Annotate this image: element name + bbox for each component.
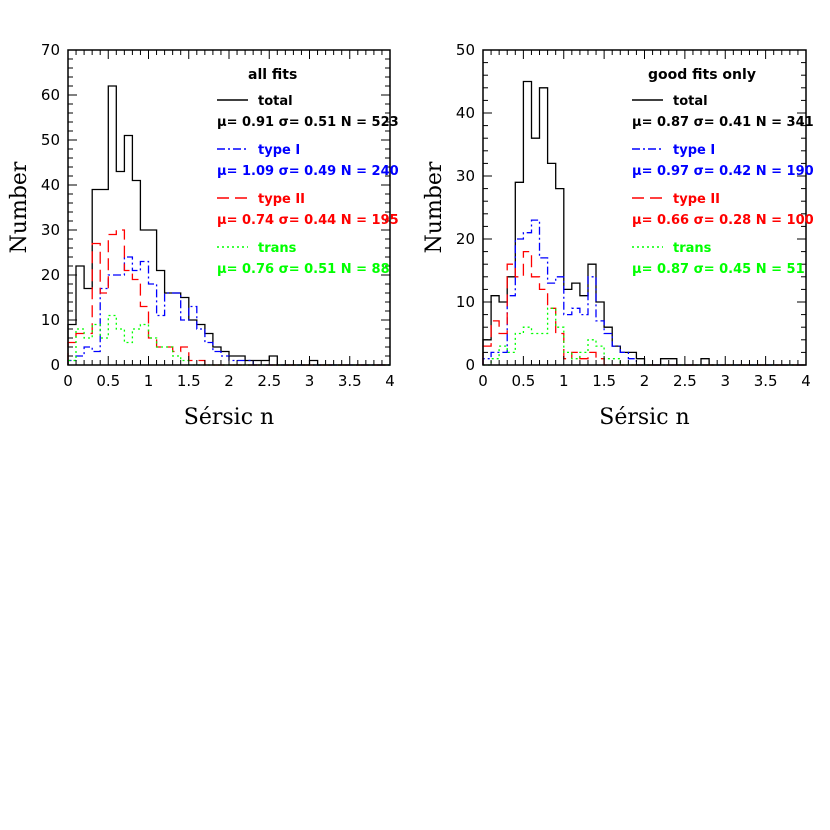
histogram-trans-line (67, 314, 390, 366)
x-tick-label: 3.5 (754, 372, 778, 390)
y-tick-label: 20 (456, 230, 475, 248)
x-tick-label: 2 (224, 372, 234, 390)
legend-label-type2: type II (258, 192, 305, 207)
x-tick-label: 4 (385, 372, 395, 390)
y-tick-label: 30 (456, 167, 475, 185)
legend-label-trans: trans (673, 241, 712, 256)
legend-label-type1: type I (673, 143, 715, 158)
y-tick-label: 50 (456, 41, 475, 59)
legend-label-type2: type II (673, 192, 720, 207)
y-tick-label: 40 (456, 104, 475, 122)
histogram-type2-line (67, 229, 390, 366)
x-tick-label: 2.5 (257, 372, 281, 390)
legend-label-total: total (673, 94, 708, 109)
x-tick-label: 2.5 (673, 372, 697, 390)
x-tick-label: 1.5 (177, 372, 201, 390)
x-tick-label: 1.5 (592, 372, 616, 390)
y-axis-label: Number (422, 161, 447, 253)
x-tick-label: 2 (640, 372, 650, 390)
legend-stats-type2: μ= 0.74 σ= 0.44 N = 195 (217, 213, 399, 228)
x-tick-label: 3 (305, 372, 315, 390)
legend-stats-type2: μ= 0.66 σ= 0.28 N = 100 (632, 213, 814, 228)
x-tick-label: 1 (144, 372, 154, 390)
y-tick-label: 10 (41, 311, 60, 329)
legend-stats-type1: μ= 1.09 σ= 0.49 N = 240 (217, 164, 399, 179)
y-tick-label: 70 (41, 41, 60, 59)
x-axis-label: Sérsic n (184, 405, 274, 430)
panel-title: all fits (248, 67, 297, 83)
legend-label-total: total (258, 94, 293, 109)
x-tick-label: 0.5 (511, 372, 535, 390)
legend-stats-trans: μ= 0.87 σ= 0.45 N = 51 (632, 262, 805, 277)
histogram-total-line (67, 85, 390, 366)
histogram-type1-line (482, 219, 806, 366)
x-tick-label: 1 (559, 372, 569, 390)
y-tick-label: 60 (41, 86, 60, 104)
x-tick-label: 3.5 (338, 372, 362, 390)
panel-title: good fits only (648, 67, 756, 83)
y-axis-label: Number (7, 161, 32, 253)
x-tick-label: 0 (63, 372, 73, 390)
legend-stats-total: μ= 0.87 σ= 0.41 N = 341 (632, 115, 814, 130)
y-tick-label: 20 (41, 266, 60, 284)
x-tick-label: 3 (720, 372, 730, 390)
x-tick-label: 4 (801, 372, 811, 390)
legend-label-trans: trans (258, 241, 297, 256)
y-tick-label: 30 (41, 221, 60, 239)
x-axis-label: Sérsic n (599, 405, 689, 430)
y-tick-label: 40 (41, 176, 60, 194)
y-tick-label: 0 (50, 356, 60, 374)
legend-stats-total: μ= 0.91 σ= 0.51 N = 523 (217, 115, 399, 130)
y-tick-label: 50 (41, 131, 60, 149)
legend-stats-trans: μ= 0.76 σ= 0.51 N = 88 (217, 262, 390, 277)
x-tick-label: 0 (478, 372, 488, 390)
y-tick-label: 10 (456, 293, 475, 311)
x-tick-label: 0.5 (96, 372, 120, 390)
legend-stats-type1: μ= 0.97 σ= 0.42 N = 190 (632, 164, 814, 179)
legend-label-type1: type I (258, 143, 300, 158)
y-tick-label: 0 (465, 356, 475, 374)
